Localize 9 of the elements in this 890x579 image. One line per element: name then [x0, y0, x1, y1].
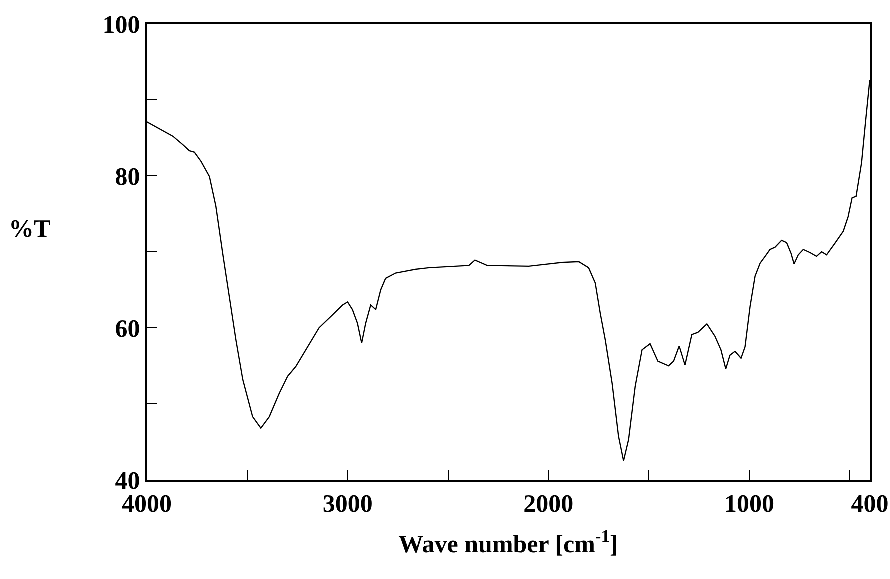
y-tick-label: 80 — [115, 164, 140, 191]
x-tick-label: 1000 — [724, 490, 774, 518]
x-tick-label: 3000 — [322, 490, 373, 518]
y-tick-label: 60 — [115, 316, 140, 343]
x-axis-title: Wave number [cm$^{-1}$] — [398, 526, 618, 558]
x-tick-label: 2000 — [524, 490, 574, 518]
y-tick-label: 100 — [102, 12, 140, 39]
y-axis-title: %T — [9, 216, 51, 243]
x-tick-label: 400 — [851, 490, 889, 518]
